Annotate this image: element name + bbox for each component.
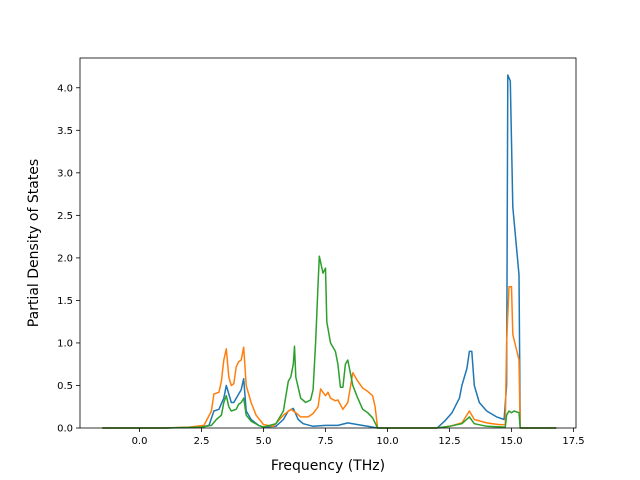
series-line-1 <box>102 74 557 429</box>
x-axis-label: Frequency (THz) <box>271 458 385 474</box>
y-tick-label: 0.0 <box>57 424 73 435</box>
y-axis-ticks: 0.0 0.5 1.0 1.5 2.0 2.5 3.0 3.5 4.0 <box>57 83 80 435</box>
y-tick-label: 3.0 <box>57 168 73 179</box>
y-tick-label: 4.0 <box>57 83 73 94</box>
series-layer <box>102 74 557 429</box>
axes-frame <box>79 57 577 429</box>
x-tick-label: 7.5 <box>318 436 334 447</box>
x-tick-label: 0.0 <box>132 436 148 447</box>
x-tick-label: 2.5 <box>194 436 210 447</box>
x-tick-label: 12.5 <box>438 436 460 447</box>
x-axis-ticks: 0.0 2.5 5.0 7.5 10.0 12.5 15.0 17.5 <box>132 428 585 447</box>
x-tick-label: 10.0 <box>376 436 398 447</box>
y-tick-label: 2.5 <box>57 211 73 222</box>
y-tick-label: 1.5 <box>57 296 73 307</box>
x-tick-label: 5.0 <box>256 436 272 447</box>
y-tick-label: 0.5 <box>57 381 73 392</box>
x-tick-label: 15.0 <box>500 436 522 447</box>
y-tick-label: 2.0 <box>57 253 73 264</box>
x-tick-label: 17.5 <box>562 436 584 447</box>
y-tick-label: 3.5 <box>57 126 73 137</box>
y-axis-label: Partial Density of States <box>26 159 42 327</box>
series-line-2 <box>102 286 557 429</box>
y-tick-label: 1.0 <box>57 338 73 349</box>
series-line-3 <box>102 255 557 429</box>
plot-area <box>79 57 577 429</box>
